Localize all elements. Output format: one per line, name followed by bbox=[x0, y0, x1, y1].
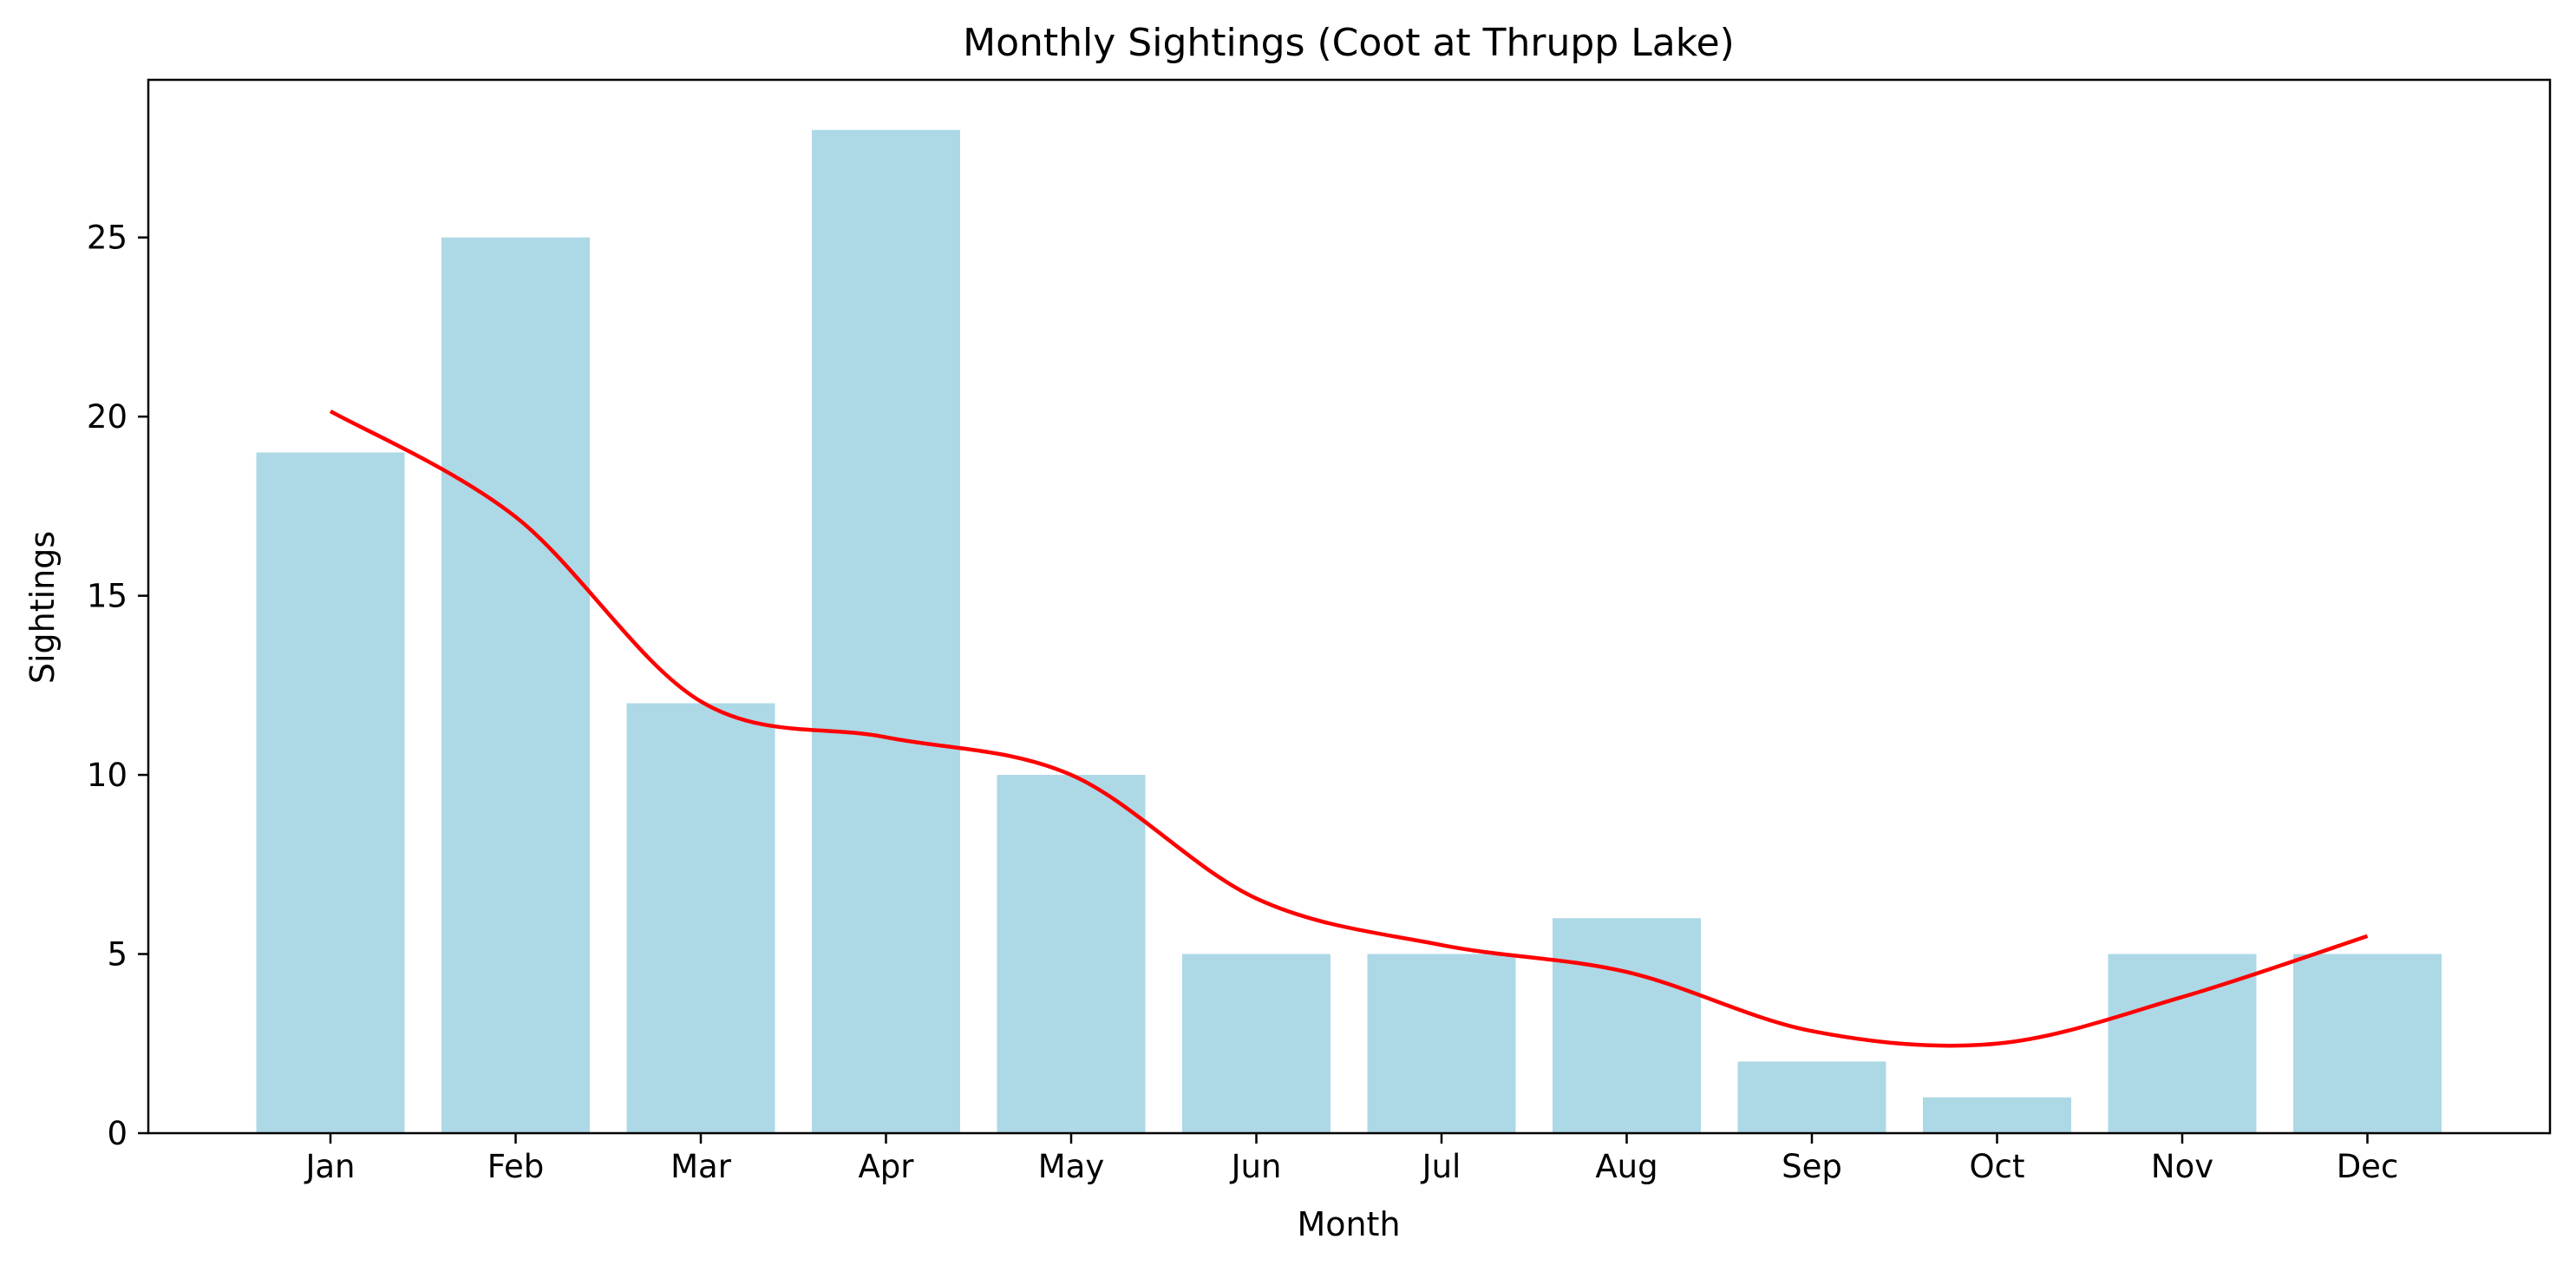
bar-apr bbox=[812, 129, 960, 1133]
chart-title: Monthly Sightings (Coot at Thrupp Lake) bbox=[963, 21, 1735, 65]
bar-jul bbox=[1367, 954, 1516, 1133]
y-tick-label: 15 bbox=[87, 578, 127, 615]
bar-aug bbox=[1553, 918, 1701, 1133]
trend-line bbox=[329, 410, 2369, 1048]
bar-jun bbox=[1182, 954, 1330, 1133]
bar-nov bbox=[2108, 954, 2257, 1133]
x-tick-label: Jul bbox=[1421, 1148, 1461, 1185]
plot-frame bbox=[147, 78, 2552, 1135]
x-tick-label: Nov bbox=[2151, 1148, 2213, 1185]
y-tick-label: 5 bbox=[107, 936, 127, 974]
x-tick-label: Apr bbox=[858, 1148, 914, 1185]
y-tick-label: 10 bbox=[87, 757, 127, 794]
x-tick-label: Dec bbox=[2337, 1148, 2399, 1185]
bar-may bbox=[997, 775, 1146, 1133]
x-axis: Jan Feb Mar Apr May Jun Jul Aug Sep Oct Nov Dec bbox=[304, 1133, 2398, 1185]
x-tick-label: Mar bbox=[670, 1148, 732, 1185]
y-tick-label: 25 bbox=[87, 220, 127, 257]
x-axis-label: Month bbox=[1297, 1205, 1400, 1243]
bar-feb bbox=[441, 237, 590, 1134]
bar-dec bbox=[2293, 954, 2442, 1133]
y-tick-label: 20 bbox=[87, 398, 127, 436]
x-tick-label: Feb bbox=[487, 1148, 545, 1185]
bar-jan bbox=[256, 452, 405, 1133]
x-tick-label: Jan bbox=[304, 1148, 355, 1185]
x-tick-label: Sep bbox=[1782, 1148, 1842, 1185]
y-axis: 0 5 10 15 20 25 bbox=[87, 220, 148, 1152]
bars-group bbox=[256, 129, 2442, 1134]
y-axis-label: Sightings bbox=[23, 531, 62, 684]
x-tick-label: Jun bbox=[1230, 1148, 1282, 1185]
bar-mar bbox=[626, 703, 775, 1133]
x-tick-label: May bbox=[1038, 1148, 1105, 1185]
y-tick-label: 0 bbox=[107, 1115, 127, 1152]
trend-line-group bbox=[329, 410, 2369, 1048]
x-tick-label: Oct bbox=[1970, 1148, 2025, 1185]
bar-oct bbox=[1923, 1097, 2071, 1133]
x-tick-label: Aug bbox=[1595, 1148, 1657, 1185]
bar-sep bbox=[1737, 1061, 1886, 1133]
